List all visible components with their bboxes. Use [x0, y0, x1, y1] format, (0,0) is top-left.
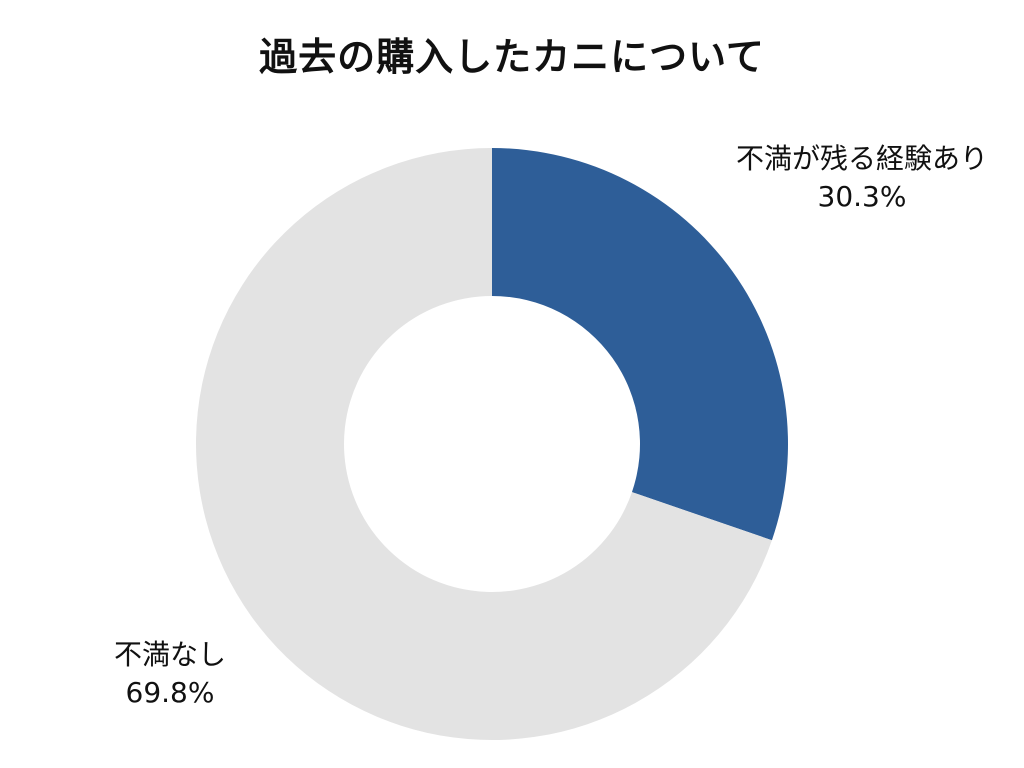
- slice-label-satisfied-name: 不満なし: [113, 638, 226, 671]
- donut-slice-dissatisfied: [492, 148, 788, 541]
- slice-label-dissatisfied: 不満が残る経験あり 30.3%: [700, 140, 1024, 216]
- chart-title: 過去の購入したカニについて: [259, 35, 765, 79]
- slice-label-satisfied: 不満なし 69.8%: [70, 636, 270, 712]
- donut-slice-satisfied: [196, 148, 772, 740]
- slice-label-dissatisfied-name: 不満が残る経験あり: [735, 142, 988, 175]
- slice-label-dissatisfied-value: 30.3%: [817, 180, 907, 213]
- slice-label-satisfied-value: 69.8%: [125, 676, 215, 709]
